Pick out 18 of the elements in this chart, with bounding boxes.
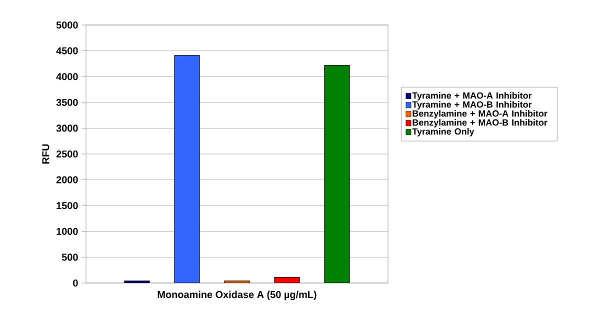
y-tick-label: 4500 <box>56 47 78 54</box>
y-tick-label: 4000 <box>56 73 78 80</box>
y-tick-label: 5000 <box>56 21 78 29</box>
y-tick-label: 3000 <box>56 124 78 132</box>
legend-label: Tyramine Only <box>412 128 474 136</box>
legend-label: Benzylamine + MAO-B Inhibitor <box>412 119 548 128</box>
legend-label: Tyramine + MAO-A Inhibitor <box>412 92 532 100</box>
x-tick-label: Monoamine Oxidase A (50 µg/mL) <box>158 290 316 300</box>
y-tick-label: 3500 <box>56 98 78 106</box>
legend-label: Tyramine + MAO-B Inhibitor <box>412 101 532 110</box>
y-tick-label: 0 <box>73 279 78 287</box>
y-tick-label: 1500 <box>56 202 78 210</box>
y-tick-label: 500 <box>62 254 78 261</box>
y-tick-label: 1000 <box>56 228 78 235</box>
y-tick-label: 2000 <box>56 176 78 184</box>
y-axis-title: RFU <box>42 144 50 164</box>
y-tick-label: 2500 <box>56 150 78 158</box>
legend-label: Benzylamine + MAO-A Inhibitor <box>412 110 548 118</box>
